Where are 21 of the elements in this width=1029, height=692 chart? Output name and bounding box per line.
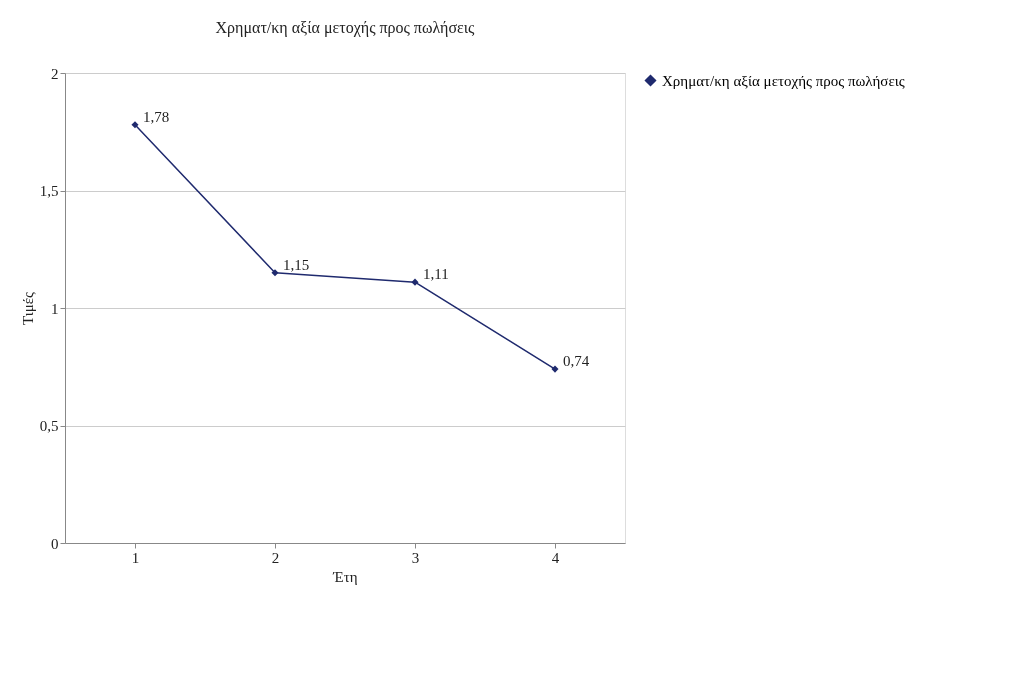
y-tick-label: 1,5 bbox=[39, 183, 59, 199]
x-tick-label: 1 bbox=[131, 549, 140, 566]
point bbox=[551, 365, 559, 373]
x-axis-title: Έτη bbox=[332, 568, 358, 585]
point bbox=[131, 121, 139, 129]
y-axis-title: Τιμές bbox=[19, 291, 36, 325]
legend-label: Χρηματ/κη αξία μετοχής προς πωλήσεις bbox=[662, 72, 905, 89]
y-tick-label: 1 bbox=[51, 300, 59, 317]
y-tick-label: 0,5 bbox=[39, 418, 59, 434]
data-label: 1,15 bbox=[283, 256, 310, 273]
data-label: 0,74 bbox=[563, 353, 590, 370]
x-tick-label: 4 bbox=[551, 549, 560, 566]
chart-title: Χρηματ/κη αξία μετοχής προς πωλήσεις bbox=[215, 19, 476, 37]
x-tick-label: 3 bbox=[411, 549, 420, 566]
point bbox=[271, 269, 279, 277]
point bbox=[411, 278, 419, 286]
x-tick-label: 2 bbox=[271, 549, 280, 566]
y-tick-label: 0 bbox=[51, 535, 59, 552]
data-label: 1,78 bbox=[143, 108, 170, 125]
data-label: 1,11 bbox=[423, 266, 449, 283]
y-tick-label: 2 bbox=[51, 65, 59, 82]
